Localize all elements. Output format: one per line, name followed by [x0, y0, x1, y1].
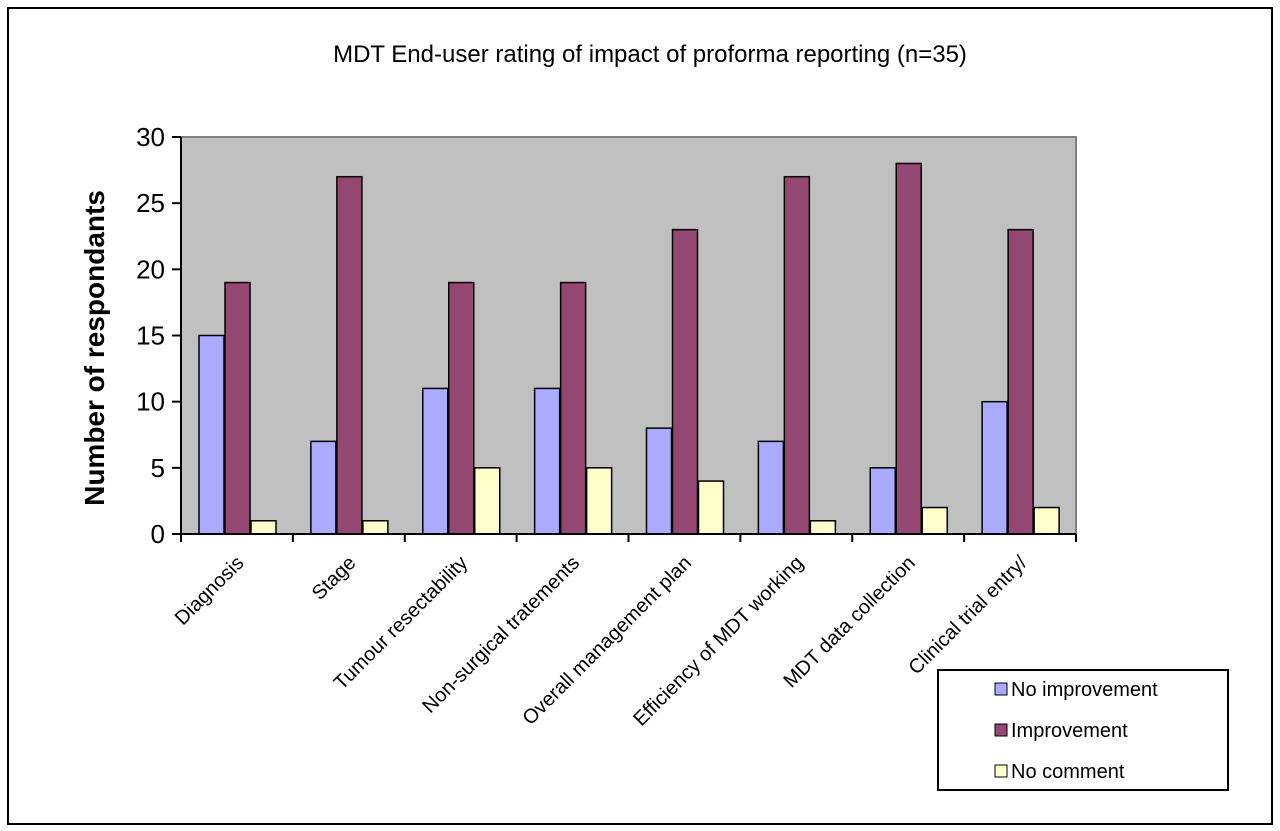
- bar-no-comment: [921, 506, 948, 535]
- legend-label: No comment: [1011, 761, 1125, 783]
- bars-group: [198, 162, 1060, 535]
- bar-improvement: [671, 228, 699, 535]
- bar-no-improvement: [422, 387, 449, 535]
- bar-no-comment: [362, 520, 389, 535]
- bar-improvement: [224, 281, 251, 535]
- bar-improvement: [448, 281, 475, 535]
- bar-improvement: [336, 175, 363, 535]
- legend: No improvement Improvement No comment: [937, 669, 1229, 791]
- x-category-label: Diagnosis: [171, 552, 249, 630]
- x-category-label: Clinical trial entry/: [904, 552, 1031, 679]
- legend-swatch: [994, 764, 1008, 778]
- bar-improvement: [783, 175, 811, 535]
- bar-no-comment: [697, 480, 725, 535]
- bar-improvement: [895, 162, 922, 535]
- bar-no-improvement: [310, 440, 337, 535]
- y-tick-label: 5: [151, 453, 165, 483]
- y-tick-label: 25: [136, 188, 165, 218]
- chart-title: MDT End-user rating of impact of proform…: [333, 41, 967, 68]
- legend-box: [937, 669, 1229, 791]
- bar-no-improvement: [981, 400, 1008, 535]
- bar-no-comment: [809, 520, 837, 535]
- x-category-label: Stage: [308, 552, 361, 605]
- y-axis-label: Number of respondants: [79, 190, 110, 506]
- legend-swatch: [994, 723, 1008, 737]
- y-tick-label: 15: [136, 321, 165, 351]
- bar-no-comment: [474, 467, 501, 535]
- bar-improvement: [1007, 228, 1034, 535]
- bar-no-comment: [585, 467, 613, 535]
- bar-no-comment: [1033, 506, 1060, 535]
- bar-no-improvement: [198, 334, 225, 535]
- legend-swatch: [994, 682, 1008, 696]
- y-ticks-group: 0 5 10 15 20 25 30: [136, 122, 181, 549]
- bar-no-improvement: [869, 467, 896, 535]
- y-tick-label: 30: [136, 122, 165, 152]
- legend-label: Improvement: [1011, 720, 1128, 742]
- y-tick-label: 10: [136, 387, 165, 417]
- bar-no-improvement: [645, 427, 673, 535]
- bar-no-improvement: [757, 440, 785, 535]
- legend-label: No improvement: [1011, 679, 1158, 701]
- bar-no-comment: [250, 520, 277, 535]
- y-tick-label: 20: [136, 254, 165, 284]
- y-tick-label: 0: [151, 519, 165, 549]
- bar-no-improvement: [533, 387, 561, 535]
- bar-improvement: [559, 281, 587, 535]
